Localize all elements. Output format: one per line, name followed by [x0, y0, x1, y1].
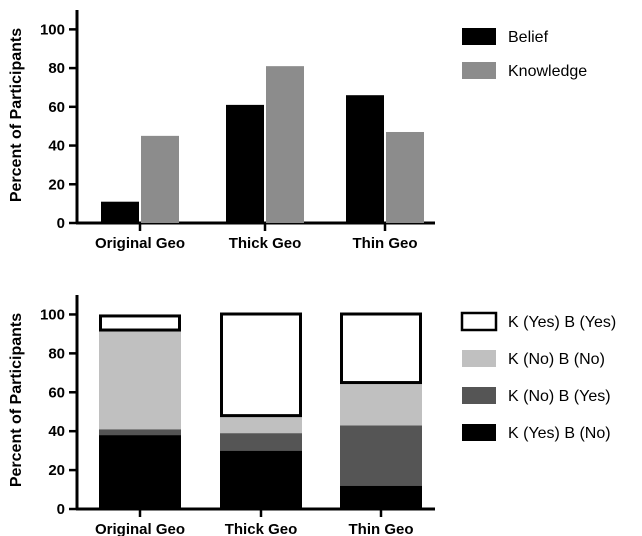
y-tick-label: 80: [48, 345, 65, 362]
y-tick-label: 60: [48, 384, 65, 401]
legend-swatch: [460, 311, 498, 332]
y-tick-label: 60: [48, 99, 65, 116]
y-tick-label: 0: [57, 215, 65, 232]
x-category-label: Thick Geo: [225, 521, 298, 536]
stacked-segment: [99, 314, 181, 332]
y-tick-label: 80: [48, 60, 65, 77]
stacked-segment: [220, 312, 302, 418]
y-tick-label: 100: [40, 306, 65, 323]
y-tick-label: 20: [48, 462, 65, 479]
stacked-segment: [340, 485, 422, 509]
y-tick-label: 0: [57, 501, 65, 518]
legend-swatch: [462, 28, 496, 45]
y-tick-label: 40: [48, 138, 65, 155]
legend-swatch: [462, 424, 496, 441]
bar-belief: [226, 104, 264, 223]
y-axis-title: Percent of Participants: [8, 28, 25, 202]
y-tick-label: 100: [40, 21, 65, 38]
legend-swatch: [462, 62, 496, 79]
x-category-label: Thin Geo: [349, 521, 414, 536]
legend-label: K (No) B (Yes): [508, 388, 611, 405]
x-category-label: Thick Geo: [229, 235, 302, 252]
y-tick-label: 40: [48, 423, 65, 440]
x-category-label: Original Geo: [95, 521, 185, 536]
chart-1-grouped-bar: 0 20 40 60 80 100 Percent of Participants Origi…: [8, 10, 587, 252]
stacked-segment: [99, 429, 181, 436]
legend-label: Knowledge: [508, 63, 587, 80]
stacked-segment: [99, 330, 181, 430]
y-tick-label: 20: [48, 176, 65, 193]
bar-belief: [346, 95, 384, 223]
x-category-label: Original Geo: [95, 235, 185, 252]
y-axis-title: Percent of Participants: [8, 313, 25, 487]
stacked-segment: [220, 415, 302, 434]
stacked-segment: [99, 435, 181, 509]
stacked-segment: [220, 433, 302, 451]
chart-2-stacked-bar: 0 20 40 60 80 100 Percent of Participants Origi…: [8, 295, 616, 536]
legend-swatch: [462, 387, 496, 404]
bar-knowledge: [266, 66, 304, 224]
bar-belief: [101, 201, 139, 223]
stacked-segment: [340, 425, 422, 486]
legend-label: Belief: [508, 29, 549, 46]
legend-label: K (No) B (No): [508, 351, 605, 368]
legend-label: K (Yes) B (No): [508, 425, 611, 442]
bar-knowledge: [141, 135, 179, 223]
x-category-label: Thin Geo: [353, 235, 418, 252]
legend-label: K (Yes) B (Yes): [508, 314, 616, 331]
stacked-segment: [340, 312, 422, 385]
stacked-segment: [340, 382, 422, 426]
stacked-segment: [220, 450, 302, 509]
bar-knowledge: [386, 131, 424, 223]
legend-swatch: [462, 350, 496, 367]
